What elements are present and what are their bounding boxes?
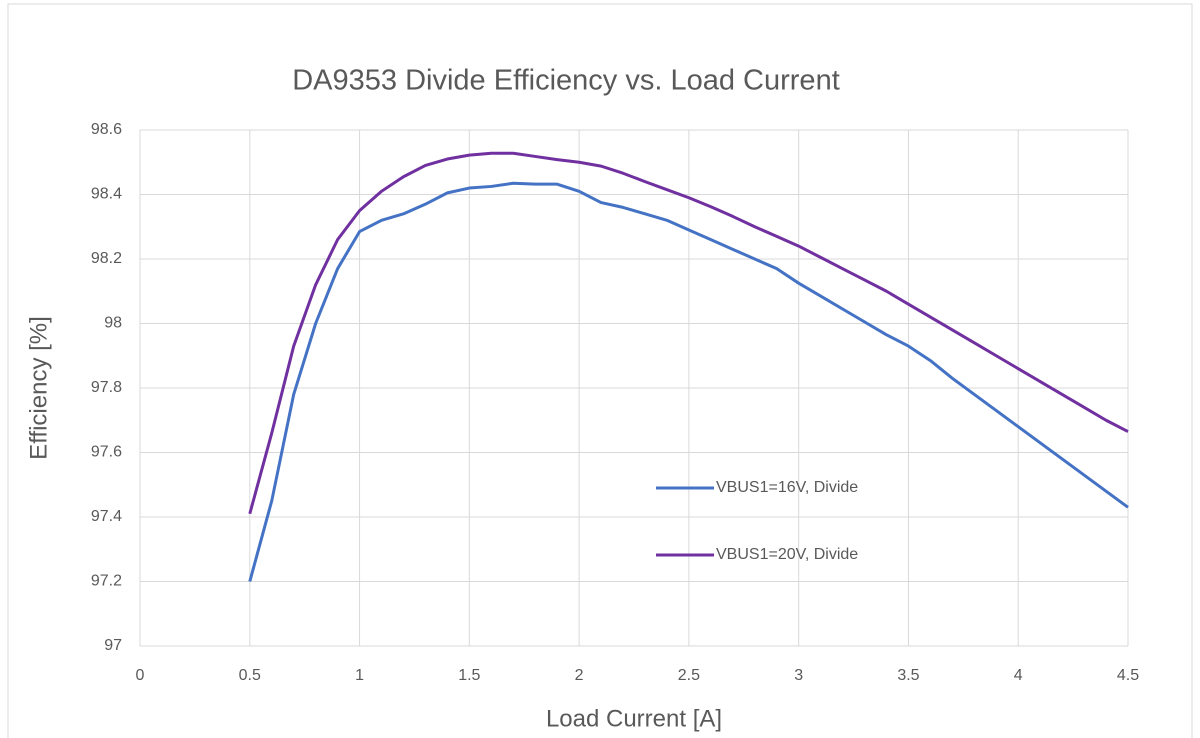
legend-label: VBUS1=16V, Divide (716, 479, 858, 496)
chart-title: DA9353 Divide Efficiency vs. Load Curren… (292, 65, 840, 97)
series-line (248, 151, 1129, 515)
y-tick-label: 97.8 (91, 379, 122, 396)
y-tick-label: 98.4 (91, 186, 122, 203)
y-tick-label: 97 (104, 637, 122, 654)
y-tick-label: 97.2 (91, 573, 122, 590)
x-tick-label: 0 (136, 667, 145, 684)
series-line (248, 181, 1129, 582)
x-tick-label: 2.5 (678, 667, 700, 684)
y-tick-label: 97.6 (91, 444, 122, 461)
y-tick-label: 98.2 (91, 250, 122, 267)
x-tick-label: 0.5 (239, 667, 261, 684)
x-tick-label: 2 (575, 667, 584, 684)
x-tick-label: 4.5 (1117, 667, 1139, 684)
y-tick-label: 98 (104, 315, 122, 332)
x-tick-label: 1.5 (458, 667, 480, 684)
x-tick-label: 1 (355, 667, 364, 684)
x-axis-title: Load Current [A] (546, 705, 722, 732)
x-tick-label: 3.5 (897, 667, 919, 684)
x-tick-label: 3 (794, 667, 803, 684)
y-tick-label: 98.6 (91, 121, 122, 138)
x-tick-label: 4 (1014, 667, 1023, 684)
y-tick-label: 97.4 (91, 508, 122, 525)
y-axis-title: Efficiency [%] (25, 316, 52, 460)
chart-frame (7, 3, 1193, 738)
legend-label: VBUS1=20V, Divide (716, 546, 858, 563)
